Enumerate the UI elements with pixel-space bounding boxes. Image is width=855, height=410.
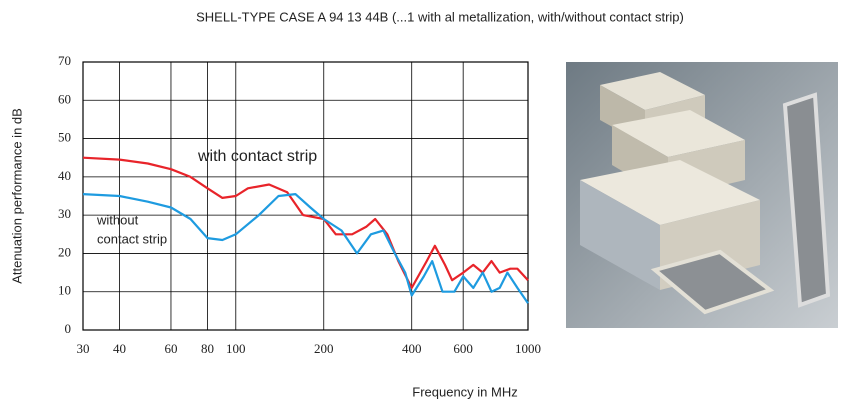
photo xyxy=(566,62,838,328)
x-tick-label: 600 xyxy=(453,341,473,356)
y-tick-label: 70 xyxy=(58,53,71,68)
x-axis-label: Frequency in MHz xyxy=(412,384,517,399)
annotation: with contact strip xyxy=(197,148,317,165)
y-tick-label: 40 xyxy=(58,168,71,183)
x-tick-label: 30 xyxy=(77,341,90,356)
y-tick-label: 60 xyxy=(58,91,71,106)
y-axis-label: Attenuation performance in dB xyxy=(9,108,24,284)
annotation: contact strip xyxy=(97,231,167,246)
x-tick-label: 200 xyxy=(314,341,334,356)
annotation: without xyxy=(96,212,139,227)
y-tick-label: 30 xyxy=(58,206,71,221)
y-tick-label: 20 xyxy=(58,244,71,259)
chart: SHELL-TYPE CASE A 94 13 44B (...1 with a… xyxy=(0,0,855,405)
plot-area xyxy=(83,62,528,330)
x-tick-label: 80 xyxy=(201,341,214,356)
x-tick-label: 40 xyxy=(113,341,126,356)
x-tick-label: 100 xyxy=(226,341,246,356)
y-tick-label: 0 xyxy=(65,321,72,336)
x-tick-label: 1000 xyxy=(515,341,541,356)
y-tick-label: 10 xyxy=(58,283,71,298)
chart-title: SHELL-TYPE CASE A 94 13 44B (...1 with a… xyxy=(196,9,684,24)
y-tick-label: 50 xyxy=(58,130,71,145)
x-tick-label: 400 xyxy=(402,341,422,356)
x-tick-label: 60 xyxy=(164,341,177,356)
page: {"chart_data": {"type": "line", "title":… xyxy=(0,0,855,410)
